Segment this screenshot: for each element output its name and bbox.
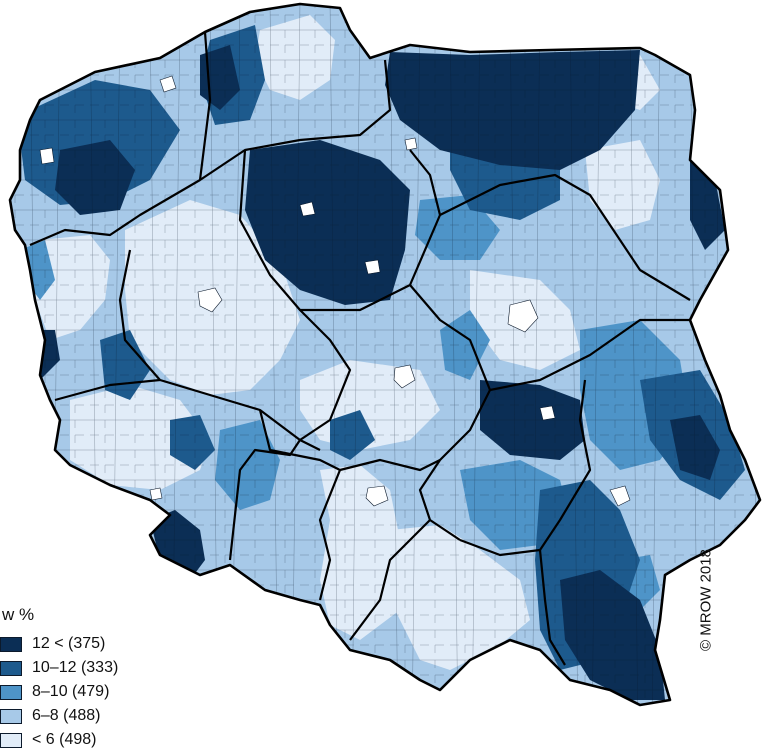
legend-item: 10–12 (333) — [0, 656, 160, 680]
city-areas — [39, 75, 631, 507]
legend-label: 10–12 (333) — [32, 659, 119, 676]
legend-rows: 12 < (375) 10–12 (333) 8–10 (479) 6–8 (488)… — [0, 632, 160, 752]
legend-title: w % — [2, 605, 35, 624]
legend-swatch — [0, 732, 22, 748]
legend-label: 6–8 (488) — [32, 707, 101, 724]
national-border — [8, 2, 762, 707]
map-legend: w % 12 < (375) 10–12 (333) 8–10 (479) 6–8 (… — [0, 604, 160, 752]
legend-swatch — [0, 684, 22, 700]
legend-label: 8–10 (479) — [32, 683, 110, 700]
voivodeship-borders — [29, 31, 691, 666]
legend-label: < 6 (498) — [32, 731, 97, 748]
legend-item: 12 < (375) — [0, 632, 160, 656]
legend-item: 8–10 (479) — [0, 680, 160, 704]
legend-swatch — [0, 660, 22, 676]
copyright-label: © MROW 2018 — [697, 549, 715, 651]
legend-item: 6–8 (488) — [0, 704, 160, 728]
class-highest-regions — [25, 45, 725, 700]
legend-swatch — [0, 708, 22, 724]
legend-swatch — [0, 636, 22, 652]
legend-item: < 6 (498) — [0, 728, 160, 752]
legend-label: 12 < (375) — [32, 635, 106, 652]
